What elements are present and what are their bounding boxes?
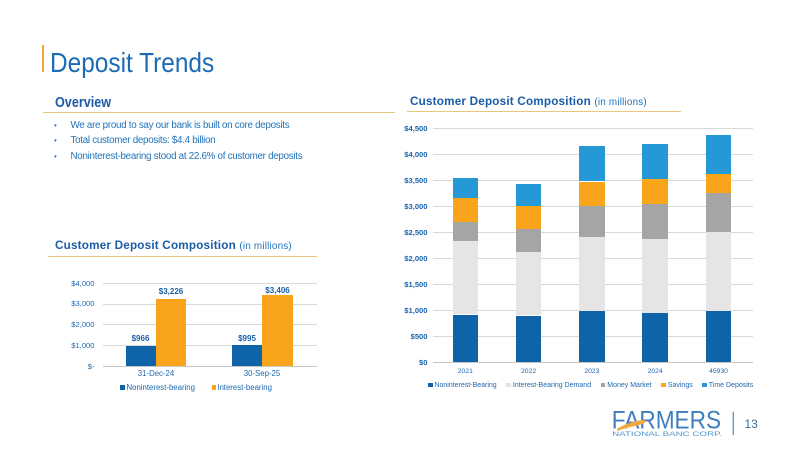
svg-text:FARMERS: FARMERS xyxy=(612,407,721,435)
svg-text:NATIONAL BANC CORP.: NATIONAL BANC CORP. xyxy=(612,431,722,438)
